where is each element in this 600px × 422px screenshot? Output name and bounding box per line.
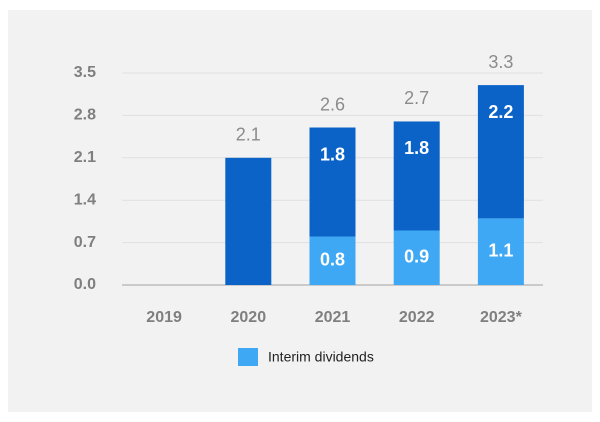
bar-segment	[393, 230, 440, 285]
y-tick-label: 0.0	[74, 276, 96, 293]
y-tick-label: 3.5	[74, 64, 96, 81]
legend-label: Interim dividends	[268, 349, 374, 365]
data-label: 2.2	[488, 102, 513, 122]
x-tick-label: 2023*	[480, 309, 523, 326]
data-label: 1.8	[320, 144, 345, 164]
bar-segment	[309, 236, 356, 285]
y-tick-label: 1.4	[74, 191, 96, 208]
bar-segment	[225, 157, 272, 285]
total-label: 2.7	[404, 88, 429, 108]
total-label: 2.6	[320, 94, 345, 114]
x-tick-label: 2020	[231, 309, 267, 326]
data-label: 0.9	[404, 246, 429, 266]
total-label: 3.3	[488, 52, 513, 72]
y-tick-label: 2.8	[74, 107, 96, 124]
data-label: 0.8	[320, 250, 345, 270]
data-label: 1.1	[488, 240, 513, 260]
x-tick-label: 2019	[146, 309, 182, 326]
bar-segment	[309, 127, 356, 237]
total-label: 2.1	[236, 125, 261, 145]
y-tick-label: 0.7	[74, 234, 96, 251]
y-tick-label: 2.1	[74, 149, 96, 166]
legend-swatch	[238, 348, 258, 366]
bar-segment	[393, 121, 440, 231]
bar-segment	[477, 218, 524, 285]
x-tick-label: 2022	[399, 309, 435, 326]
data-label: 1.8	[404, 138, 429, 158]
bar-segment	[477, 85, 524, 219]
x-tick-label: 2021	[315, 309, 351, 326]
